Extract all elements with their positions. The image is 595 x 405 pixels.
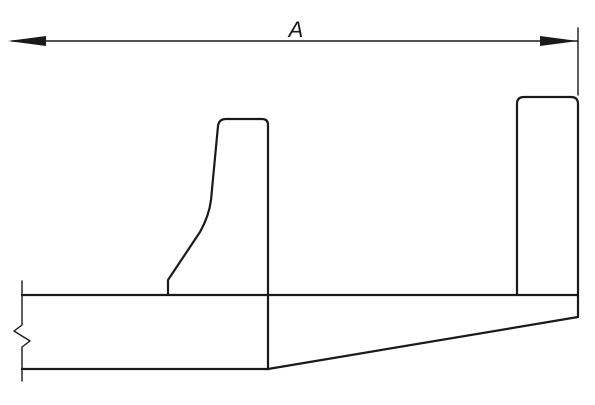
dimension-a: A bbox=[8, 17, 579, 96]
dimension-arrow-right bbox=[540, 36, 578, 46]
dimension-arrow-left bbox=[8, 36, 46, 46]
left-barrier bbox=[166, 117, 270, 297]
cantilever-soffit bbox=[266, 315, 580, 371]
dimension-label: A bbox=[287, 17, 304, 42]
right-barrier bbox=[515, 95, 580, 297]
break-line bbox=[13, 280, 31, 382]
